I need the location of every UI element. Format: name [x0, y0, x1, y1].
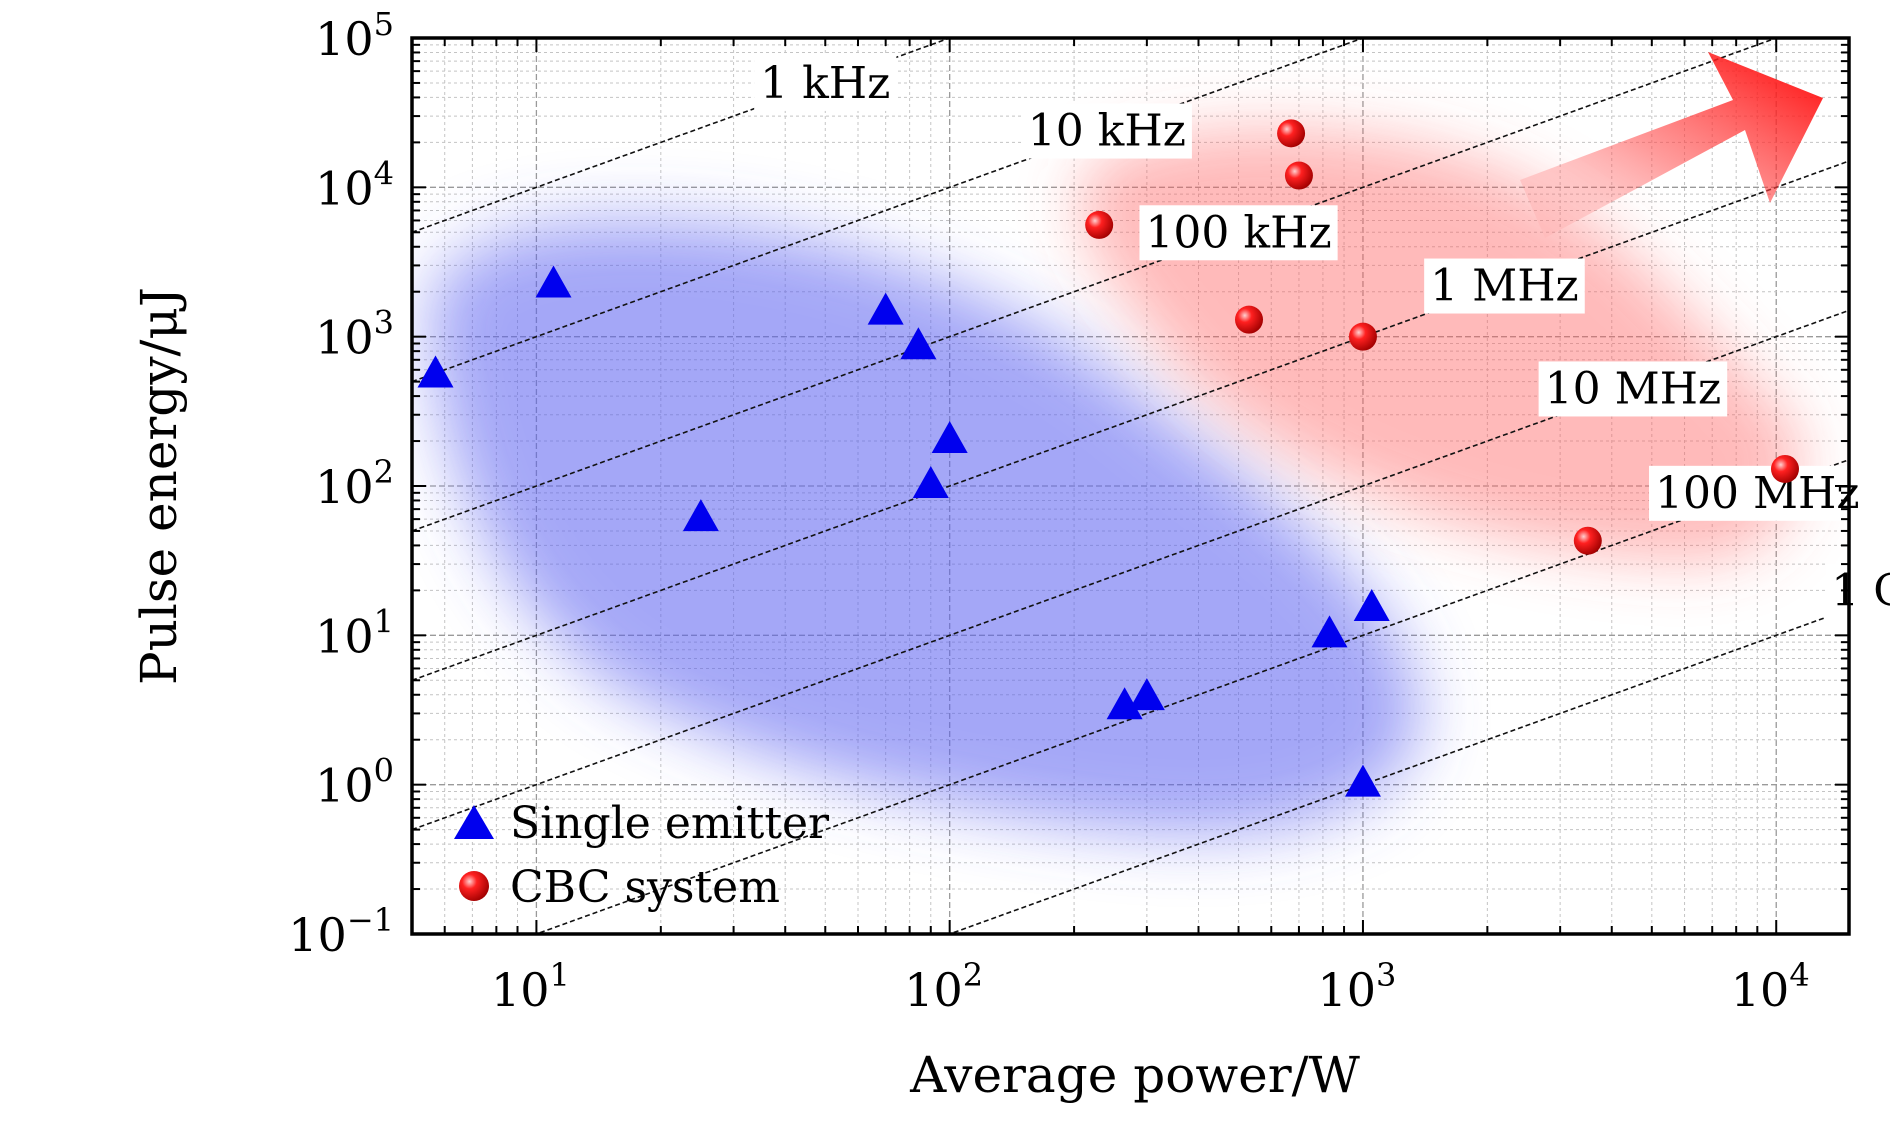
rate-label-text: 100 kHz [1145, 207, 1331, 258]
single-emitter-point [1353, 589, 1390, 622]
cbc-system-point [1235, 305, 1264, 334]
y-tick-label: 100 [315, 752, 394, 813]
x-tick-label: 102 [904, 956, 983, 1017]
axes: 101 102 103 104 10−1 100 101 102 103 104 105 [288, 5, 1851, 1017]
single-emitter-point [931, 421, 968, 454]
cbc-system-point [1284, 161, 1313, 190]
cbc-system-point [1277, 119, 1306, 148]
legend-cbc-system-label: CBC system [510, 862, 780, 913]
legend-single-emitter-label: Single emitter [510, 798, 830, 849]
single-emitter-point [535, 265, 572, 298]
legend-sphere-icon [459, 871, 489, 901]
y-tick-label: 10−1 [288, 901, 394, 962]
rate-label: 1 kHz [754, 55, 897, 111]
single-emitter-point [682, 499, 719, 532]
rate-label-background [1649, 465, 1866, 521]
cbc-system-point [1573, 526, 1602, 555]
rate-label: 10 MHz [1538, 361, 1728, 417]
single-emitter-point [1128, 678, 1165, 711]
rate-line [412, 160, 1849, 682]
x-tick-label: 101 [491, 956, 570, 1017]
x-tick-label: 104 [1731, 956, 1810, 1017]
y-tick-label: 101 [315, 602, 394, 663]
rate-label-background [754, 55, 897, 111]
rate-labels: 1 kHz 10 kHz 100 kHz 1 MHz 10 MHz 100 MHz 1 GH… [754, 55, 1890, 619]
rate-label-text: 10 kHz [1028, 106, 1186, 157]
legend: Single emitter CBC system [454, 798, 830, 913]
trend-arrow-shape [1520, 52, 1823, 238]
single-emitter-point [867, 292, 904, 325]
rate-line [947, 608, 1849, 934]
rate-label-text: 1 MHz [1430, 261, 1579, 312]
y-tick-label: 105 [315, 5, 394, 66]
single-emitter-point [417, 355, 454, 388]
y-tick-label: 103 [315, 304, 394, 365]
x-tick-label: 103 [1318, 956, 1397, 1017]
rate-line [534, 458, 1849, 934]
x-axis-label: Average power/W [909, 1046, 1360, 1104]
single-emitter-point [1344, 764, 1381, 797]
rate-label: 100 MHz [1649, 465, 1866, 521]
y-tick-label: 102 [315, 453, 394, 514]
cbc-system-point [1770, 454, 1799, 483]
rate-label-text: 1 kHz [760, 58, 890, 109]
single-emitter-point [900, 327, 937, 360]
single-emitter-point [912, 466, 949, 498]
single-emitter-region [429, 220, 1421, 835]
rate-label: 10 kHz [1021, 103, 1192, 159]
rate-label-background [1139, 205, 1338, 261]
rate-label-background [1825, 563, 1890, 619]
cbc-system-point [1348, 322, 1377, 351]
rate-label: 1 MHz [1424, 258, 1585, 314]
single-emitter-point [1106, 687, 1143, 720]
rate-label-background [1424, 258, 1585, 314]
rate-label-text: 1 GHz [1831, 565, 1890, 616]
rate-label-background [1538, 361, 1728, 417]
rate-line [412, 38, 1779, 532]
trend-arrow [1520, 52, 1823, 238]
rate-label-text: 100 MHz [1655, 468, 1860, 519]
cbc-system-point [1085, 210, 1114, 239]
legend-triangle-icon [454, 805, 494, 839]
y-axis-label: Pulse energy/μJ [130, 287, 188, 685]
rate-label: 100 kHz [1139, 205, 1338, 261]
rate-label-background [1021, 103, 1192, 159]
y-tick-label: 104 [315, 154, 394, 215]
regions [429, 128, 1800, 835]
rate-label-text: 10 MHz [1545, 363, 1722, 414]
single-emitter-point [1311, 615, 1348, 648]
rate-label: 1 GHz [1825, 563, 1890, 619]
data-markers [417, 119, 1799, 797]
